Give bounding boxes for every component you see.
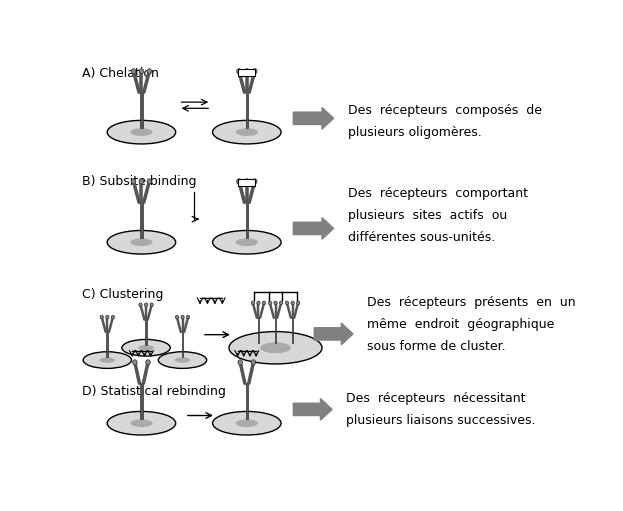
Bar — [245, 202, 248, 238]
Ellipse shape — [130, 420, 153, 427]
Ellipse shape — [139, 68, 144, 74]
Ellipse shape — [260, 342, 290, 353]
Ellipse shape — [106, 315, 109, 319]
Ellipse shape — [257, 301, 260, 305]
Ellipse shape — [83, 352, 131, 368]
Ellipse shape — [237, 68, 241, 74]
Text: Des  récepteurs  comportant
plusieurs  sites  actifs  ou
différentes sous-unités: Des récepteurs comportant plusieurs site… — [348, 187, 528, 244]
Ellipse shape — [130, 239, 153, 246]
Ellipse shape — [100, 315, 103, 319]
Ellipse shape — [147, 68, 151, 74]
Ellipse shape — [297, 301, 300, 305]
Bar — [238, 69, 255, 76]
Ellipse shape — [107, 411, 176, 435]
Ellipse shape — [235, 420, 258, 427]
Ellipse shape — [150, 303, 153, 307]
Ellipse shape — [235, 239, 258, 246]
Text: Des  récepteurs  présents  en  un
même  endroit  géographique
sous forme de clus: Des récepteurs présents en un même endro… — [367, 296, 576, 353]
Bar — [145, 319, 147, 345]
Text: B) Subsite binding: B) Subsite binding — [82, 175, 196, 188]
Ellipse shape — [229, 332, 322, 364]
Ellipse shape — [100, 357, 115, 363]
Bar — [245, 383, 248, 420]
Bar — [107, 332, 108, 357]
Bar — [292, 318, 293, 343]
Text: C) Clustering: C) Clustering — [82, 289, 163, 301]
Ellipse shape — [235, 128, 258, 136]
Bar — [140, 202, 143, 238]
Ellipse shape — [251, 301, 255, 305]
Bar — [181, 332, 183, 357]
Ellipse shape — [145, 303, 148, 307]
Ellipse shape — [262, 301, 265, 305]
Text: D) Statistical rebinding: D) Statistical rebinding — [82, 385, 226, 398]
Ellipse shape — [112, 315, 115, 319]
Ellipse shape — [181, 315, 184, 319]
Ellipse shape — [252, 68, 257, 74]
Ellipse shape — [269, 301, 272, 305]
Text: Des  récepteurs  composés  de
plusieurs oligomères.: Des récepteurs composés de plusieurs oli… — [348, 104, 541, 138]
Ellipse shape — [130, 128, 153, 136]
FancyArrow shape — [293, 107, 334, 129]
Ellipse shape — [174, 357, 191, 363]
Ellipse shape — [252, 179, 257, 184]
Ellipse shape — [212, 230, 281, 254]
Bar — [257, 318, 259, 343]
FancyArrow shape — [293, 399, 332, 420]
Ellipse shape — [131, 179, 136, 184]
Ellipse shape — [107, 121, 176, 144]
Ellipse shape — [131, 68, 136, 74]
Ellipse shape — [285, 301, 288, 305]
Bar — [140, 383, 143, 420]
Bar — [238, 179, 255, 186]
Ellipse shape — [175, 315, 179, 319]
Ellipse shape — [122, 339, 170, 356]
Ellipse shape — [260, 342, 290, 353]
Ellipse shape — [274, 301, 277, 305]
Bar — [275, 318, 277, 343]
Ellipse shape — [139, 303, 142, 307]
FancyArrow shape — [293, 218, 334, 239]
Ellipse shape — [139, 179, 144, 184]
Ellipse shape — [212, 121, 281, 144]
Ellipse shape — [291, 301, 294, 305]
Bar — [140, 92, 143, 128]
Ellipse shape — [147, 179, 151, 184]
Ellipse shape — [237, 179, 241, 184]
Ellipse shape — [107, 230, 176, 254]
Text: Des  récepteurs  nécessitant
plusieurs liaisons successives.: Des récepteurs nécessitant plusieurs lia… — [346, 392, 536, 427]
Ellipse shape — [133, 360, 137, 365]
Bar — [245, 92, 248, 128]
FancyArrow shape — [314, 323, 353, 345]
Ellipse shape — [244, 68, 249, 74]
Ellipse shape — [244, 179, 249, 184]
Ellipse shape — [212, 411, 281, 435]
Ellipse shape — [146, 360, 150, 365]
Ellipse shape — [158, 352, 207, 368]
Ellipse shape — [138, 345, 154, 351]
Ellipse shape — [280, 301, 283, 305]
Text: A) Chelation: A) Chelation — [82, 67, 159, 80]
Ellipse shape — [186, 315, 190, 319]
Ellipse shape — [238, 360, 242, 365]
Ellipse shape — [251, 360, 255, 365]
